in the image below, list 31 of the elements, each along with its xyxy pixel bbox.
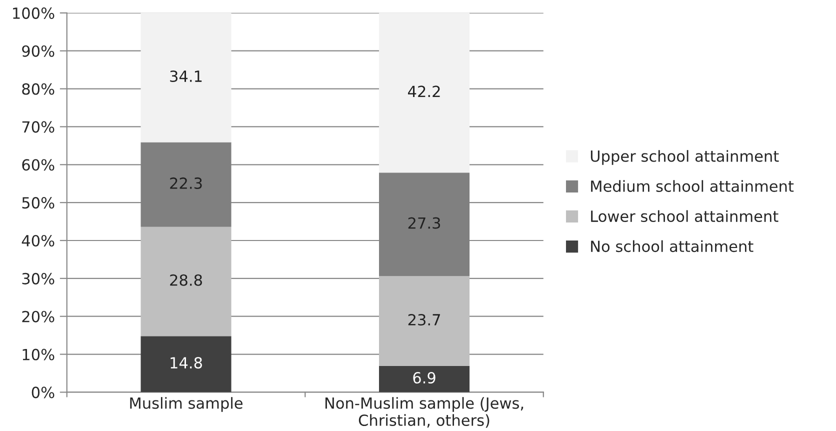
data-label: 27.3 <box>408 217 440 229</box>
legend-label: Lower school attainment <box>591 210 778 222</box>
data-label: 23.7 <box>408 314 440 326</box>
data-label: 14.8 <box>170 357 202 369</box>
legend-label: Upper school attainment <box>590 150 779 165</box>
y-tick-label: 90% <box>22 45 54 57</box>
x-tick-label: Muslim sample <box>130 397 242 412</box>
y-tick-label: 0% <box>32 386 54 398</box>
y-tick-label: 10% <box>22 348 54 360</box>
bar <box>140 12 232 142</box>
y-tick-label: 100% <box>13 7 54 19</box>
data-label: 22.3 <box>170 177 202 189</box>
bar <box>140 226 232 336</box>
bar <box>379 12 470 173</box>
data-label: 42.2 <box>408 86 440 97</box>
data-label: 28.8 <box>170 274 202 286</box>
x-tick-label: Non-Muslim sample (Jews, Christian, others) <box>325 397 524 428</box>
data-label: 34.1 <box>170 70 202 82</box>
y-tick-label: 30% <box>22 272 54 284</box>
y-tick-label: 40% <box>22 234 54 247</box>
legend-label: Medium school attainment <box>591 180 794 192</box>
y-tick-label: 60% <box>22 159 54 171</box>
bar <box>140 336 232 392</box>
y-tick-label: 70% <box>22 121 54 133</box>
data-label: 6.9 <box>413 372 436 384</box>
y-tick-label: 50% <box>22 197 54 209</box>
y-tick-label: 80% <box>22 83 54 95</box>
bar <box>379 366 470 392</box>
y-tick-label: 20% <box>22 310 54 322</box>
bar <box>379 276 470 366</box>
legend-label: No school attainment <box>591 240 754 252</box>
